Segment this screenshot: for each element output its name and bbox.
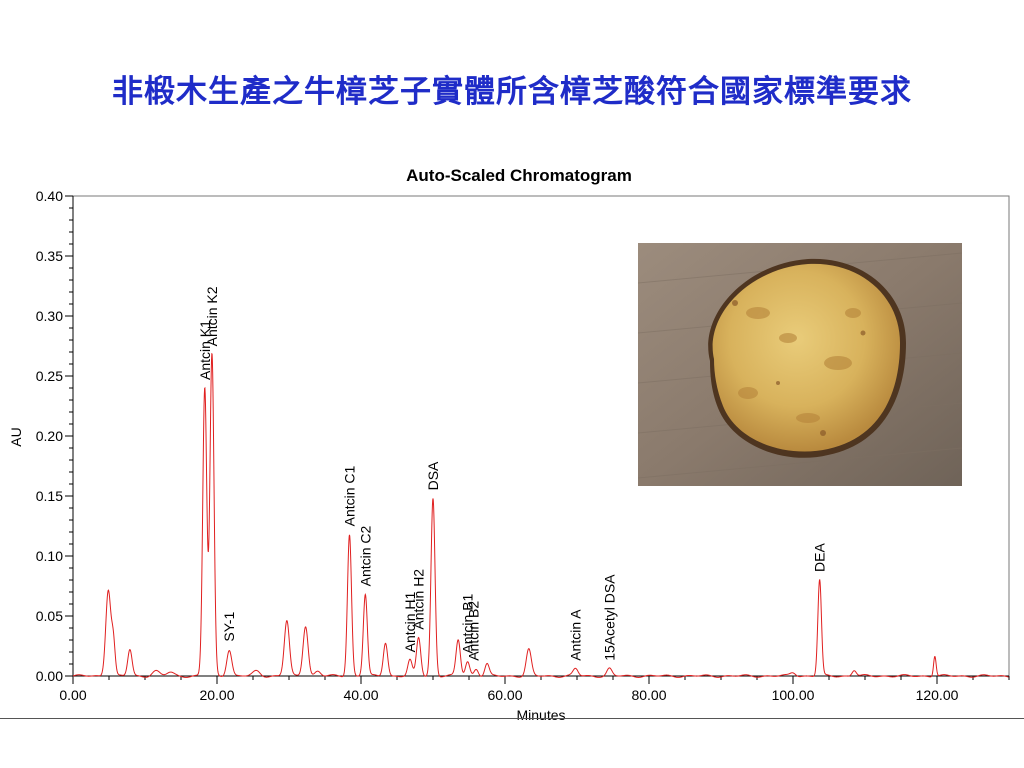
x-tick-label: 120.00 (916, 687, 959, 703)
mushroom-fruiting-body-photo (638, 243, 962, 486)
y-tick-label: 0.05 (36, 608, 63, 624)
x-tick-label: 20.00 (199, 687, 234, 703)
peak-label: DSA (425, 461, 441, 490)
peak-label: 15Acetyl DSA (601, 574, 617, 661)
peak-label: Antcin A (568, 609, 584, 661)
y-tick-label: 0.30 (36, 308, 63, 324)
y-tick-label: 0.25 (36, 368, 63, 384)
x-tick-label: 100.00 (772, 687, 815, 703)
peak-label: Antcin C2 (357, 525, 373, 586)
footer-rule (0, 718, 1024, 719)
axis-ticks: 0.00 20.00 40.00 60.00 80.00 100.00 120.00 0.00… (36, 188, 1010, 703)
peak-label: Antcin C1 (342, 465, 358, 526)
x-axis-label: Minutes (516, 707, 565, 723)
y-tick-label: 0.20 (36, 428, 63, 444)
y-tick-label: 0.10 (36, 548, 63, 564)
peak-label: Antcin B2 (465, 601, 481, 661)
peak-label: Antcin H1 (402, 591, 418, 652)
chromatogram-series-line (72, 352, 1009, 678)
x-tick-label: 60.00 (487, 687, 522, 703)
chromatogram-trace (72, 352, 1009, 678)
x-tick-label: 80.00 (631, 687, 666, 703)
peak-label: Antcin B1 (460, 593, 476, 653)
peak-label: Antcin H2 (411, 569, 427, 630)
slide-title: 非椴木生產之牛樟芝子實體所含樟芝酸符合國家標準要求 (112, 74, 912, 110)
y-tick-label: 0.00 (36, 668, 63, 684)
y-axis-label: AU (8, 427, 24, 446)
peak-label: Antcin K1 (197, 320, 213, 380)
chart-title: Auto-Scaled Chromatogram (406, 166, 632, 185)
peak-label: SY-1 (221, 612, 237, 642)
peak-label: Antcin K2 (204, 286, 220, 346)
y-tick-label: 0.15 (36, 488, 63, 504)
y-tick-label: 0.40 (36, 188, 63, 204)
x-tick-label: 40.00 (343, 687, 378, 703)
peak-label: DEA (812, 543, 828, 572)
x-tick-label: 0.00 (59, 687, 86, 703)
y-tick-label: 0.35 (36, 248, 63, 264)
